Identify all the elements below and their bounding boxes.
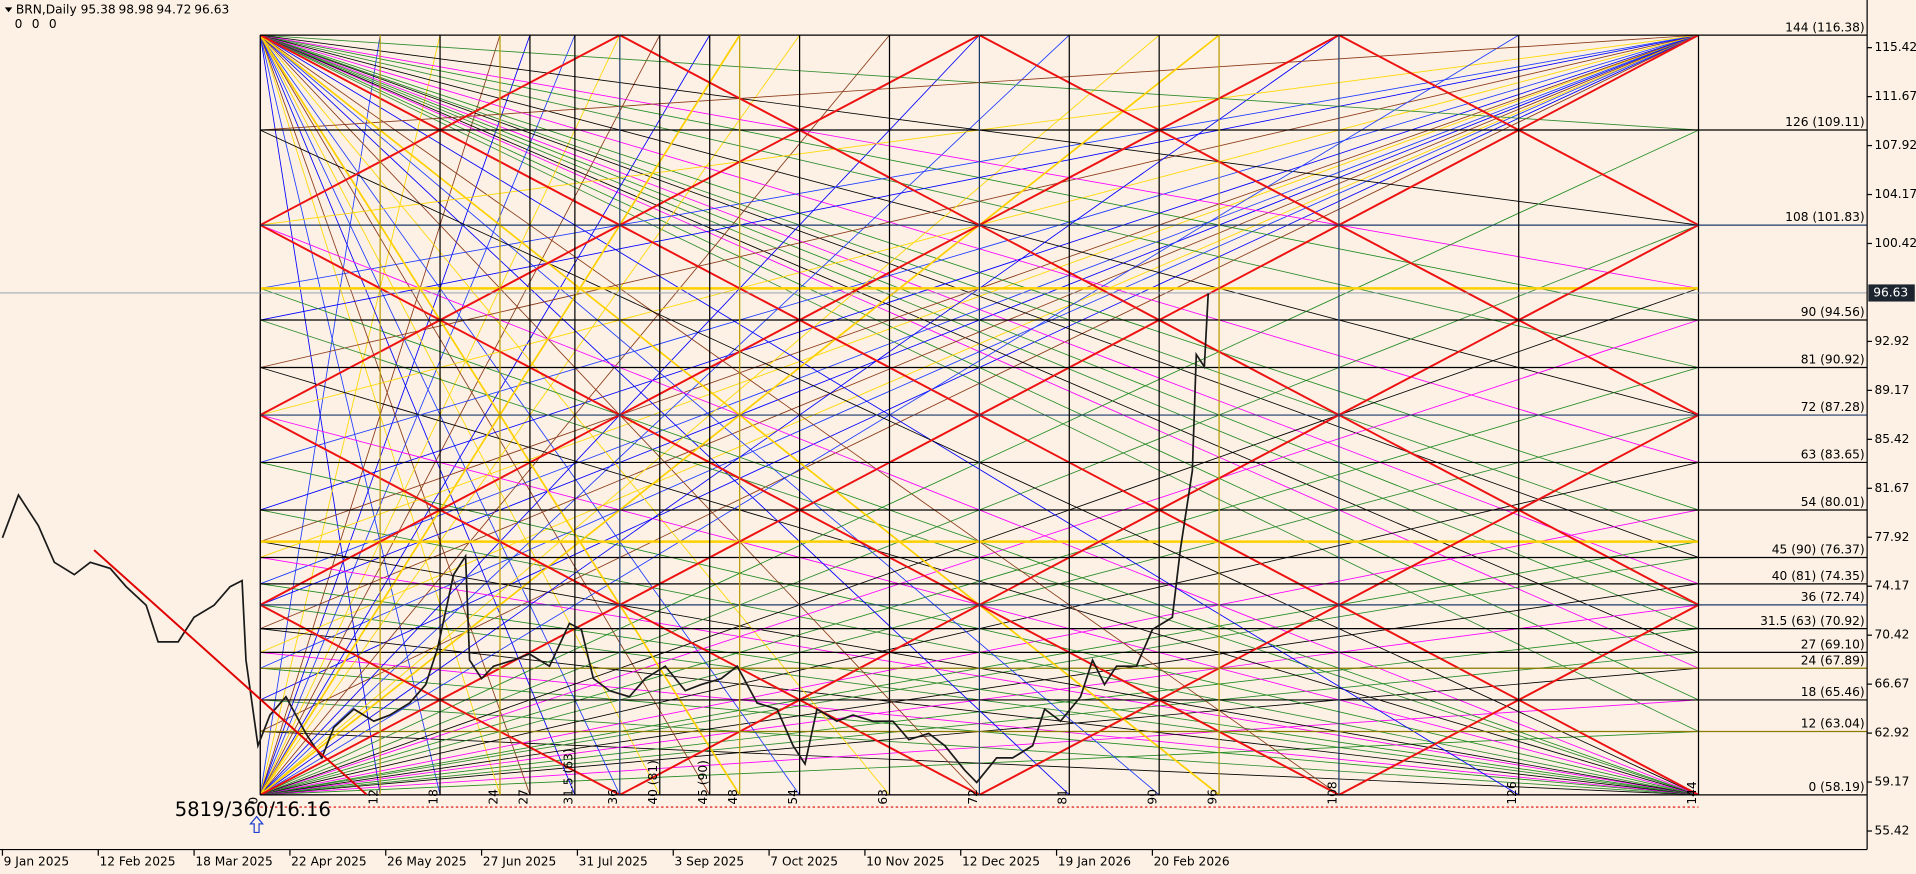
y-tick-label: 59.17 [1874, 775, 1909, 789]
gann-time-label: 48 [726, 789, 740, 805]
x-tick-label: 9 Jan 2025 [4, 854, 69, 868]
y-tick-label: 62.92 [1874, 726, 1909, 740]
gann-level-label: 144 (116.38) [1785, 20, 1864, 34]
current-price-label: 96.63 [1873, 285, 1908, 299]
gann-level-label: 27 (69.10) [1801, 638, 1865, 652]
gann-level-label: 0 (58.19) [1809, 780, 1865, 794]
gann-level-label: 72 (87.28) [1801, 400, 1865, 414]
gann-time-label: 36 [606, 789, 620, 805]
y-tick-label: 104.17 [1874, 187, 1916, 201]
gann-level-label: 108 (101.83) [1785, 210, 1864, 224]
x-tick-label: 22 Apr 2025 [291, 854, 367, 868]
gann-level-label: 24 (67.89) [1801, 653, 1865, 667]
y-tick-label: 89.17 [1874, 383, 1909, 397]
arrow [249, 815, 265, 834]
gann-time-label: 108 [1325, 781, 1339, 804]
y-tick-label: 66.67 [1874, 677, 1909, 691]
y-tick-label: 111.67 [1874, 89, 1916, 103]
x-tick-label: 10 Nov 2025 [866, 854, 944, 868]
gann-level-label: 81 (90.92) [1801, 353, 1865, 367]
x-tick-label: 7 Oct 2025 [770, 854, 838, 868]
gann-level-label: 40 (81) (74.35) [1772, 569, 1865, 583]
gann-level-label: 36 (72.74) [1801, 590, 1865, 604]
symbol: BRN,Daily [16, 2, 77, 16]
x-tick-label: 18 Mar 2025 [195, 854, 272, 868]
y-tick-label: 107.92 [1874, 138, 1916, 152]
ohlc-close: 96.63 [194, 2, 229, 16]
y-tick-label: 115.42 [1874, 40, 1916, 54]
ohlc-open: 95.38 [81, 2, 116, 16]
gann-time-label: 54 [786, 789, 800, 805]
gann-time-label: 27 [516, 789, 530, 805]
gann-time-label: 63 [876, 789, 890, 805]
gann-time-label: 24 [486, 789, 500, 805]
indicator-value: 0 [15, 17, 23, 31]
x-tick-label: 19 Jan 2026 [1058, 854, 1131, 868]
x-tick-label: 27 Jun 2025 [483, 854, 557, 868]
gann-time-label: 144 [1685, 781, 1699, 805]
y-tick-label: 74.17 [1874, 579, 1909, 593]
gann-time-label: 96 [1205, 789, 1219, 805]
y-tick-label: 55.42 [1874, 824, 1909, 838]
x-tick-label: 20 Feb 2026 [1154, 854, 1230, 868]
gann-level-label: 31.5 (63) (70.92) [1760, 614, 1865, 628]
plot: 144 (116.38) 126 (109.11) 108 (101.83) 90 (… [0, 20, 1916, 868]
gann-time-label: 31.5 (63) [561, 748, 575, 804]
gann-level-label: 90 (94.56) [1801, 305, 1865, 319]
y-tick-label: 81.67 [1874, 481, 1909, 495]
x-tick-label: 3 Sep 2025 [674, 854, 744, 868]
x-tick-label: 31 Jul 2025 [579, 854, 648, 868]
gann-time-label: 81 [1056, 789, 1070, 805]
y-tick-label: 92.92 [1874, 334, 1909, 348]
ohlc-high: 98.98 [119, 2, 154, 16]
gann-time-label: 12 [367, 789, 381, 805]
gann-time-label: 45 (90) [696, 760, 710, 805]
y-tick-label: 70.42 [1874, 628, 1909, 642]
gann-level-label: 126 (109.11) [1785, 115, 1864, 129]
x-tick-label: 12 Dec 2025 [962, 854, 1040, 868]
menu-icon[interactable] [4, 7, 13, 13]
annotation: 5819/360/16.16 [175, 798, 331, 821]
x-tick-label: 12 Feb 2025 [99, 854, 175, 868]
ohlc-low: 94.72 [156, 2, 191, 16]
y-tick-label: 100.42 [1874, 236, 1916, 250]
y-tick-label: 85.42 [1874, 432, 1909, 446]
y-tick-label: 77.92 [1874, 530, 1909, 544]
gann-time-label: 0 [247, 797, 261, 805]
indicator-value: 0 [49, 17, 57, 31]
x-tick-label: 26 May 2025 [387, 854, 467, 868]
gann-time-label: 40 (81) [646, 760, 660, 805]
gann-level-label: 18 (65.46) [1801, 685, 1865, 699]
current-price-box [1868, 284, 1915, 302]
gann-time-label: 72 [966, 789, 980, 805]
gann-level-label: 54 (80.01) [1801, 495, 1865, 509]
indicator-value: 0 [32, 17, 40, 31]
gann-time-label: 18 [426, 789, 440, 805]
price-line [1, 292, 1210, 784]
gann-level-label: 45 (90) (76.37) [1772, 543, 1865, 557]
gann-time-label: 90 [1146, 789, 1160, 805]
trend-line [93, 549, 368, 796]
gann-time-label: 126 [1505, 781, 1519, 804]
gann-level-label: 12 (63.04) [1801, 717, 1865, 731]
gann-level-label: 63 (83.65) [1801, 448, 1865, 462]
